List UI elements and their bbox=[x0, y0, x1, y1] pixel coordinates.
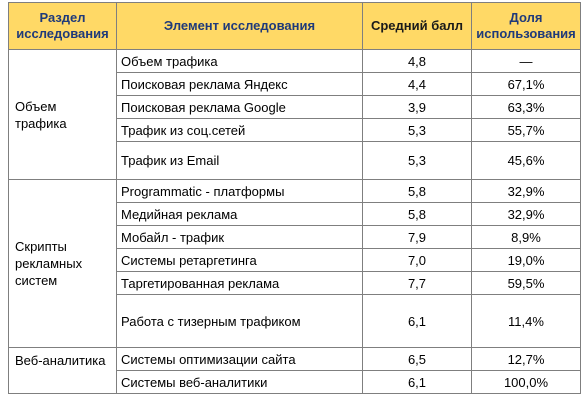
header-section-line-2: исследования bbox=[16, 26, 109, 41]
share-cell: 55,7% bbox=[471, 118, 581, 142]
section-title-line: Веб-аналитика bbox=[15, 353, 106, 368]
research-table-container: Раздел исследования Элемент исследования… bbox=[8, 2, 581, 394]
score-cell: 7,0 bbox=[362, 248, 472, 272]
table-row: Объем трафика Объем трафика 4,8 — bbox=[8, 49, 581, 180]
share-cell: 100,0% bbox=[471, 370, 581, 394]
section-title-line: систем bbox=[15, 273, 58, 288]
element-cell: Таргетированная реклама bbox=[116, 271, 363, 295]
section-traffic-volume: Объем трафика bbox=[8, 49, 117, 180]
table-row: Поисковая реклама Яндекс 4,4 67,1% bbox=[9, 72, 581, 96]
table-row: Трафик из соц.сетей 5,3 55,7% bbox=[9, 118, 581, 142]
table-row: Таргетированная реклама 7,7 59,5% bbox=[9, 271, 581, 295]
score-cell: 5,8 bbox=[362, 179, 472, 203]
table-row: Скрипты рекламных систем Programmatic - … bbox=[8, 179, 581, 348]
header-share-line-1: Доля bbox=[509, 10, 543, 25]
header-row: Раздел исследования Элемент исследования… bbox=[8, 2, 581, 50]
section-web-analytics: Веб-аналитика bbox=[8, 347, 117, 394]
section-ad-scripts: Скрипты рекламных систем bbox=[8, 179, 117, 348]
share-cell: 45,6% bbox=[471, 141, 581, 180]
score-cell: 7,9 bbox=[362, 225, 472, 249]
table-row: Системы ретаргетинга 7,0 19,0% bbox=[9, 248, 581, 272]
score-cell: 5,8 bbox=[362, 202, 472, 226]
element-cell: Объем трафика bbox=[116, 49, 363, 73]
element-cell: Работа с тизерным трафиком bbox=[116, 294, 363, 348]
header-section: Раздел исследования bbox=[8, 2, 117, 50]
score-cell: 5,3 bbox=[362, 118, 472, 142]
header-section-line-1: Раздел bbox=[39, 10, 86, 25]
research-table: Раздел исследования Элемент исследования… bbox=[8, 2, 581, 394]
element-cell: Мобайл - трафик bbox=[116, 225, 363, 249]
element-cell: Programmatic - платформы bbox=[116, 179, 363, 203]
table-row: Работа с тизерным трафиком 6,1 11,4% bbox=[9, 294, 581, 348]
header-share: Доля использования bbox=[471, 2, 581, 50]
score-cell: 6,1 bbox=[362, 294, 472, 348]
element-cell: Системы оптимизации сайта bbox=[116, 347, 363, 371]
header-score: Средний балл bbox=[362, 2, 472, 50]
element-cell: Системы ретаргетинга bbox=[116, 248, 363, 272]
score-cell: 3,9 bbox=[362, 95, 472, 119]
element-cell: Медийная реклама bbox=[116, 202, 363, 226]
header-element: Элемент исследования bbox=[116, 2, 363, 50]
table-row: Веб-аналитика Системы оптимизации сайта … bbox=[8, 347, 581, 394]
share-cell: 12,7% bbox=[471, 347, 581, 371]
element-cell: Трафик из Email bbox=[116, 141, 363, 180]
share-cell: 63,3% bbox=[471, 95, 581, 119]
share-cell: 59,5% bbox=[471, 271, 581, 295]
section-title-line: Скрипты bbox=[15, 239, 67, 254]
score-cell: 4,4 bbox=[362, 72, 472, 96]
section-title-line: Объем bbox=[15, 98, 57, 114]
share-cell: 11,4% bbox=[471, 294, 581, 348]
share-cell: 19,0% bbox=[471, 248, 581, 272]
table-row: Медийная реклама 5,8 32,9% bbox=[9, 202, 581, 226]
score-cell: 4,8 bbox=[362, 49, 472, 73]
share-cell: 8,9% bbox=[471, 225, 581, 249]
share-cell: 67,1% bbox=[471, 72, 581, 96]
table-row: Поисковая реклама Google 3,9 63,3% bbox=[9, 95, 581, 119]
score-cell: 6,5 bbox=[362, 347, 472, 371]
score-cell: 7,7 bbox=[362, 271, 472, 295]
element-cell: Поисковая реклама Google bbox=[116, 95, 363, 119]
header-share-line-2: использования bbox=[476, 26, 576, 41]
table-row: Мобайл - трафик 7,9 8,9% bbox=[9, 225, 581, 249]
section-title-line: рекламных bbox=[15, 256, 83, 271]
table-row: Трафик из Email 5,3 45,6% bbox=[9, 141, 581, 180]
share-cell: 32,9% bbox=[471, 179, 581, 203]
score-cell: 6,1 bbox=[362, 370, 472, 394]
share-cell: — bbox=[471, 49, 581, 73]
share-cell: 32,9% bbox=[471, 202, 581, 226]
score-cell: 5,3 bbox=[362, 141, 472, 180]
section-title-line: трафика bbox=[15, 115, 67, 131]
element-cell: Трафик из соц.сетей bbox=[116, 118, 363, 142]
element-cell: Системы веб-аналитики bbox=[116, 370, 363, 394]
table-row: Системы веб-аналитики 6,1 100,0% bbox=[9, 370, 581, 394]
element-cell: Поисковая реклама Яндекс bbox=[116, 72, 363, 96]
